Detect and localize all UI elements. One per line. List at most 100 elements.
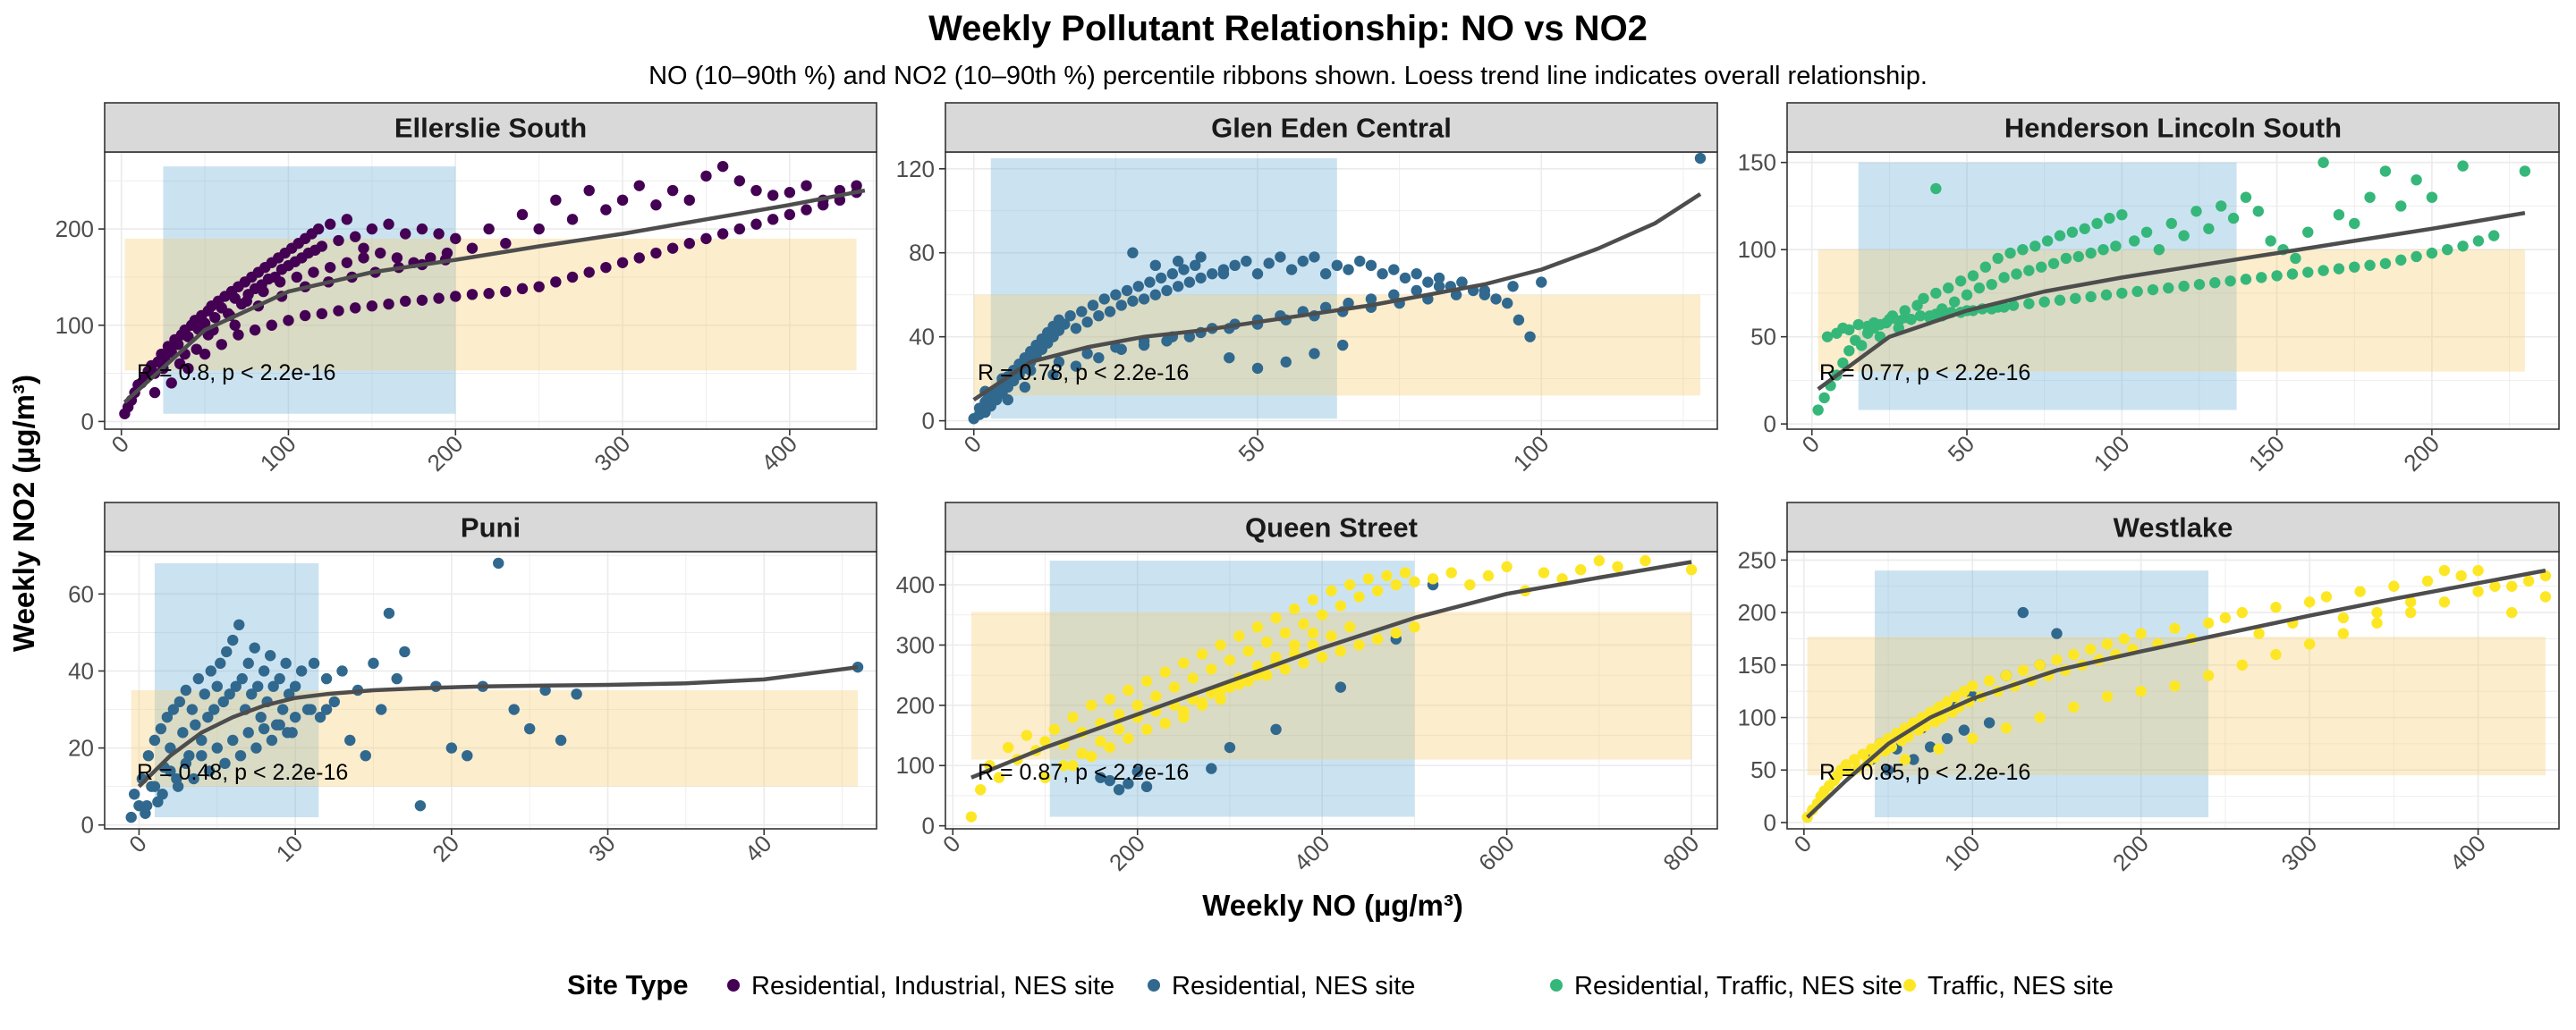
panel-1-point xyxy=(1207,268,1218,280)
panel-2-point xyxy=(1973,282,1986,294)
panel-3-point xyxy=(266,734,278,747)
panel-2-point xyxy=(2302,226,2314,238)
panel-3-point xyxy=(125,811,137,823)
panel-2-point xyxy=(1948,296,1961,308)
panel-0-point xyxy=(433,292,445,304)
panel-3-x-tick-label: 20 xyxy=(427,830,464,867)
panel-3-point xyxy=(282,727,293,739)
panel-0-no2-ribbon xyxy=(124,238,857,371)
panel-1-point xyxy=(1024,365,1037,376)
panel-0-point xyxy=(500,238,512,249)
legend-swatch xyxy=(1148,979,1160,992)
panel-5-point xyxy=(2270,602,2282,613)
panel-4-point xyxy=(1298,618,1309,630)
panel-3-point xyxy=(233,619,245,631)
panel-2-point xyxy=(2163,282,2174,294)
panel-3-point xyxy=(264,650,276,662)
panel-4-y-tick-label: 400 xyxy=(896,571,935,598)
panel-2-point xyxy=(2271,270,2283,282)
panel-0-trend-line xyxy=(123,188,866,404)
panel-1-point xyxy=(1019,381,1031,393)
panel-1-point xyxy=(1524,331,1536,342)
panel-2-point xyxy=(2054,294,2066,306)
panel-3-strip xyxy=(104,502,877,553)
panel-2-point xyxy=(2519,165,2531,177)
panel-2-point xyxy=(2227,212,2240,224)
panel-0-point xyxy=(784,208,796,221)
panel-3-point xyxy=(376,704,387,715)
panel-4-point xyxy=(1123,732,1134,745)
panel-2-point xyxy=(2240,274,2252,285)
panel-2-point xyxy=(1998,272,2010,283)
panel-0-x-tick-label: 100 xyxy=(255,430,301,477)
panel-4-point xyxy=(1224,654,1236,666)
panel-3-point xyxy=(234,749,247,762)
panel-0-point xyxy=(566,271,579,283)
panel-2-point xyxy=(2066,226,2079,238)
panel-1-strip xyxy=(945,102,1718,153)
panel-5-stat-label: R = 0.85, p < 2.2e-16 xyxy=(1819,760,2030,785)
panel-0-y-tick-label: 200 xyxy=(55,215,94,242)
panel-3-point xyxy=(246,688,258,700)
panel-4-point xyxy=(1150,690,1162,702)
panel-5-point xyxy=(2101,638,2114,650)
panel-2-point xyxy=(1831,327,1843,339)
panel-2-point xyxy=(1905,313,1917,325)
panel-2-point xyxy=(1954,275,1967,287)
panel-3-point xyxy=(128,789,140,800)
panel-5-point xyxy=(2438,564,2451,577)
panel-5: R = 0.85, p < 2.2e-16 Westlake 0 50 100 150 20… xyxy=(1738,502,2560,876)
panel-0-point xyxy=(366,300,378,312)
panel-4-point xyxy=(1307,627,1319,639)
panel-0-x-tick-label: 300 xyxy=(589,430,635,477)
panel-5-point xyxy=(2236,606,2248,619)
panel-1-point xyxy=(1081,317,1093,328)
panel-4-point xyxy=(1612,561,1623,573)
panel-2-point xyxy=(2364,191,2376,203)
panel-1-point xyxy=(1251,268,1264,280)
panel-0-point xyxy=(616,194,629,207)
panel-0-point xyxy=(566,214,579,225)
panel-3-point xyxy=(165,742,176,754)
panel-5-x-tick-label: 200 xyxy=(2107,830,2154,876)
panel-3-point xyxy=(172,781,184,792)
panel-0-point xyxy=(483,288,495,300)
panel-0-point xyxy=(716,160,729,173)
panel-3-strip-label: Puni xyxy=(461,512,521,544)
panel-5-point xyxy=(2522,575,2535,587)
panel-4-point xyxy=(1353,591,1365,603)
panel-4-point xyxy=(1538,567,1550,578)
panel-2-point xyxy=(2036,261,2047,273)
panel-3-point xyxy=(157,789,168,800)
panel-3-stat-label: R = 0.48, p < 2.2e-16 xyxy=(137,760,348,785)
panel-5-point xyxy=(2472,564,2484,577)
panel-3-point xyxy=(414,799,427,812)
panel-4-point xyxy=(1095,772,1106,783)
panel-2-point xyxy=(2070,292,2081,304)
panel-5-point xyxy=(2202,617,2215,629)
panel-3-point xyxy=(211,742,223,754)
panel-0-point xyxy=(750,184,762,197)
panel-4-point xyxy=(1085,699,1097,712)
panel-2: R = 0.77, p < 2.2e-16 Henderson Lincoln S… xyxy=(1738,102,2560,477)
panel-1-point xyxy=(1127,295,1139,307)
panel-2-point xyxy=(2085,291,2097,303)
panel-1-point xyxy=(1190,259,1201,272)
panel-4-point xyxy=(1371,585,1384,597)
panel-4-point xyxy=(1159,717,1171,730)
panel-2-point xyxy=(2457,241,2469,252)
panel-4-point xyxy=(1048,723,1061,736)
panel-2-point xyxy=(2379,165,2392,177)
panel-0-point xyxy=(450,291,462,302)
panel-0-point xyxy=(600,261,612,274)
panel-4-point xyxy=(1501,561,1513,573)
panel-4-point xyxy=(1104,774,1115,787)
panel-2-point xyxy=(2131,285,2143,298)
panel-5-trend-line xyxy=(1806,568,2546,819)
panel-0-point xyxy=(425,252,436,264)
panel-3-point xyxy=(224,688,235,700)
panel-0-strip-label: Ellerslie South xyxy=(394,113,587,144)
panel-3-point xyxy=(276,704,289,715)
panel-4-point xyxy=(1123,778,1134,789)
panel-4-point xyxy=(1039,772,1051,783)
